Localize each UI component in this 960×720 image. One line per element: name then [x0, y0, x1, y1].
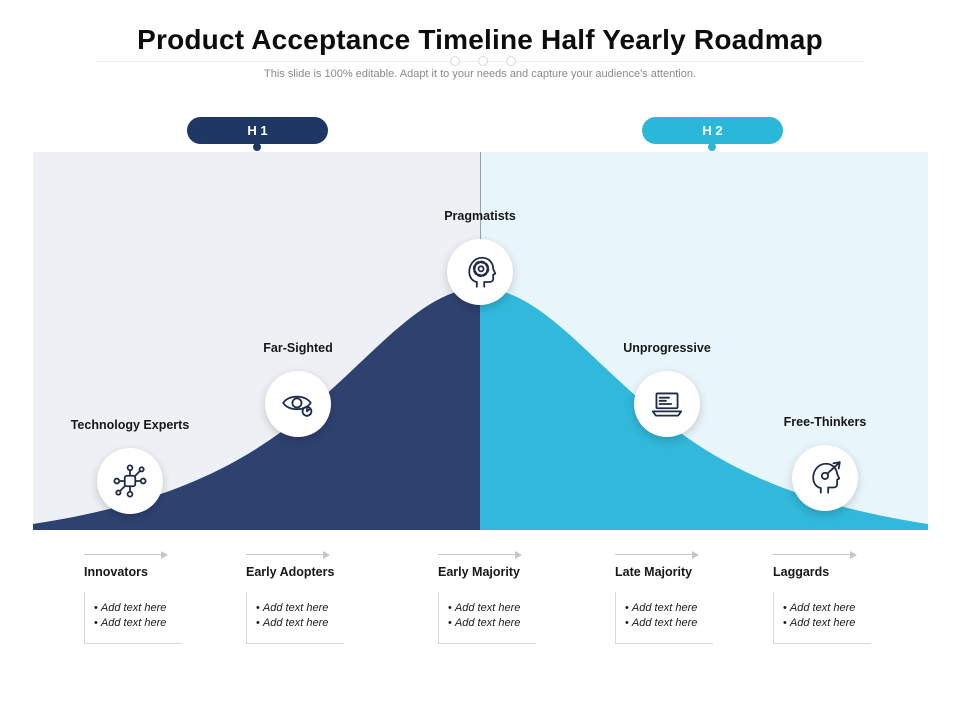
decor-circle: [450, 56, 460, 66]
placeholder-text[interactable]: Add text here: [625, 601, 713, 616]
stage-label: Free-Thinkers: [783, 415, 867, 429]
laptop-icon: [651, 392, 683, 417]
head-arrow-icon: [812, 461, 841, 494]
adoption-curve-chart: Technology Experts Far-Sighted: [33, 152, 928, 530]
placeholder-text[interactable]: Add text here: [448, 616, 536, 631]
stage-label: Unprogressive: [623, 341, 711, 355]
head-gear-icon: [468, 256, 497, 288]
stage-pragmatists: Pragmatists: [444, 209, 516, 305]
column-text-box: Add text here Add text here: [773, 592, 871, 644]
adopter-columns: Innovators Add text here Add text here E…: [0, 550, 960, 680]
column-title: Early Majority: [438, 565, 520, 579]
stage-free-thinkers: Free-Thinkers: [784, 415, 866, 511]
stage-label: Technology Experts: [70, 418, 190, 432]
placeholder-text[interactable]: Add text here: [625, 616, 713, 631]
right-arrow-icon: [773, 550, 857, 559]
placeholder-text[interactable]: Add text here: [94, 616, 182, 631]
column-laggards: Laggards Add text here Add text here: [771, 550, 931, 644]
h2-pill[interactable]: H 2: [642, 117, 783, 144]
column-innovators: Innovators Add text here Add text here: [82, 550, 242, 644]
h2-pill-label: H 2: [702, 123, 723, 138]
h1-pill[interactable]: H 1: [187, 117, 328, 144]
placeholder-text[interactable]: Add text here: [783, 616, 871, 631]
subtitle: This slide is 100% editable. Adapt it to…: [264, 68, 696, 80]
right-arrow-icon: [438, 550, 522, 559]
column-early-majority: Early Majority Add text here Add text he…: [436, 550, 596, 644]
stage-far-sighted: Far-Sighted: [263, 341, 333, 437]
placeholder-text[interactable]: Add text here: [783, 601, 871, 616]
stage-label: Pragmatists: [444, 209, 516, 223]
placeholder-text[interactable]: Add text here: [94, 601, 182, 616]
column-title: Laggards: [773, 565, 830, 579]
column-title: Innovators: [84, 565, 148, 579]
header-decor-dots: [450, 56, 516, 66]
midpoint-divider-line: [480, 152, 481, 264]
column-title: Late Majority: [615, 565, 693, 579]
column-text-box: Add text here Add text here: [84, 592, 182, 644]
page-title: Product Acceptance Timeline Half Yearly …: [137, 24, 823, 55]
bell-curve-right-half: [480, 288, 928, 530]
right-arrow-icon: [246, 550, 330, 559]
column-late-majority: Late Majority Add text here Add text her…: [613, 550, 773, 644]
circuit-network-icon: [113, 464, 147, 498]
decor-circle: [478, 56, 488, 66]
column-text-box: Add text here Add text here: [615, 592, 713, 644]
column-text-box: Add text here Add text here: [438, 592, 536, 644]
placeholder-text[interactable]: Add text here: [256, 616, 344, 631]
stage-label: Far-Sighted: [263, 341, 333, 355]
right-arrow-icon: [84, 550, 168, 559]
column-text-box: Add text here Add text here: [246, 592, 344, 644]
stage-technology-experts: Technology Experts: [71, 418, 189, 514]
right-arrow-icon: [615, 550, 699, 559]
h2-marker-dot: [708, 143, 716, 151]
placeholder-text[interactable]: Add text here: [256, 601, 344, 616]
decor-circle: [506, 56, 516, 66]
column-title: Early Adopters: [246, 565, 335, 579]
bell-curve-left-half: [33, 288, 480, 530]
bell-curve: [33, 288, 928, 530]
stage-unprogressive: Unprogressive: [623, 341, 711, 437]
column-early-adopters: Early Adopters Add text here Add text he…: [244, 550, 404, 644]
h1-pill-label: H 1: [247, 123, 268, 138]
h1-marker-dot: [253, 143, 261, 151]
eye-vision-icon: [282, 395, 313, 417]
placeholder-text[interactable]: Add text here: [448, 601, 536, 616]
